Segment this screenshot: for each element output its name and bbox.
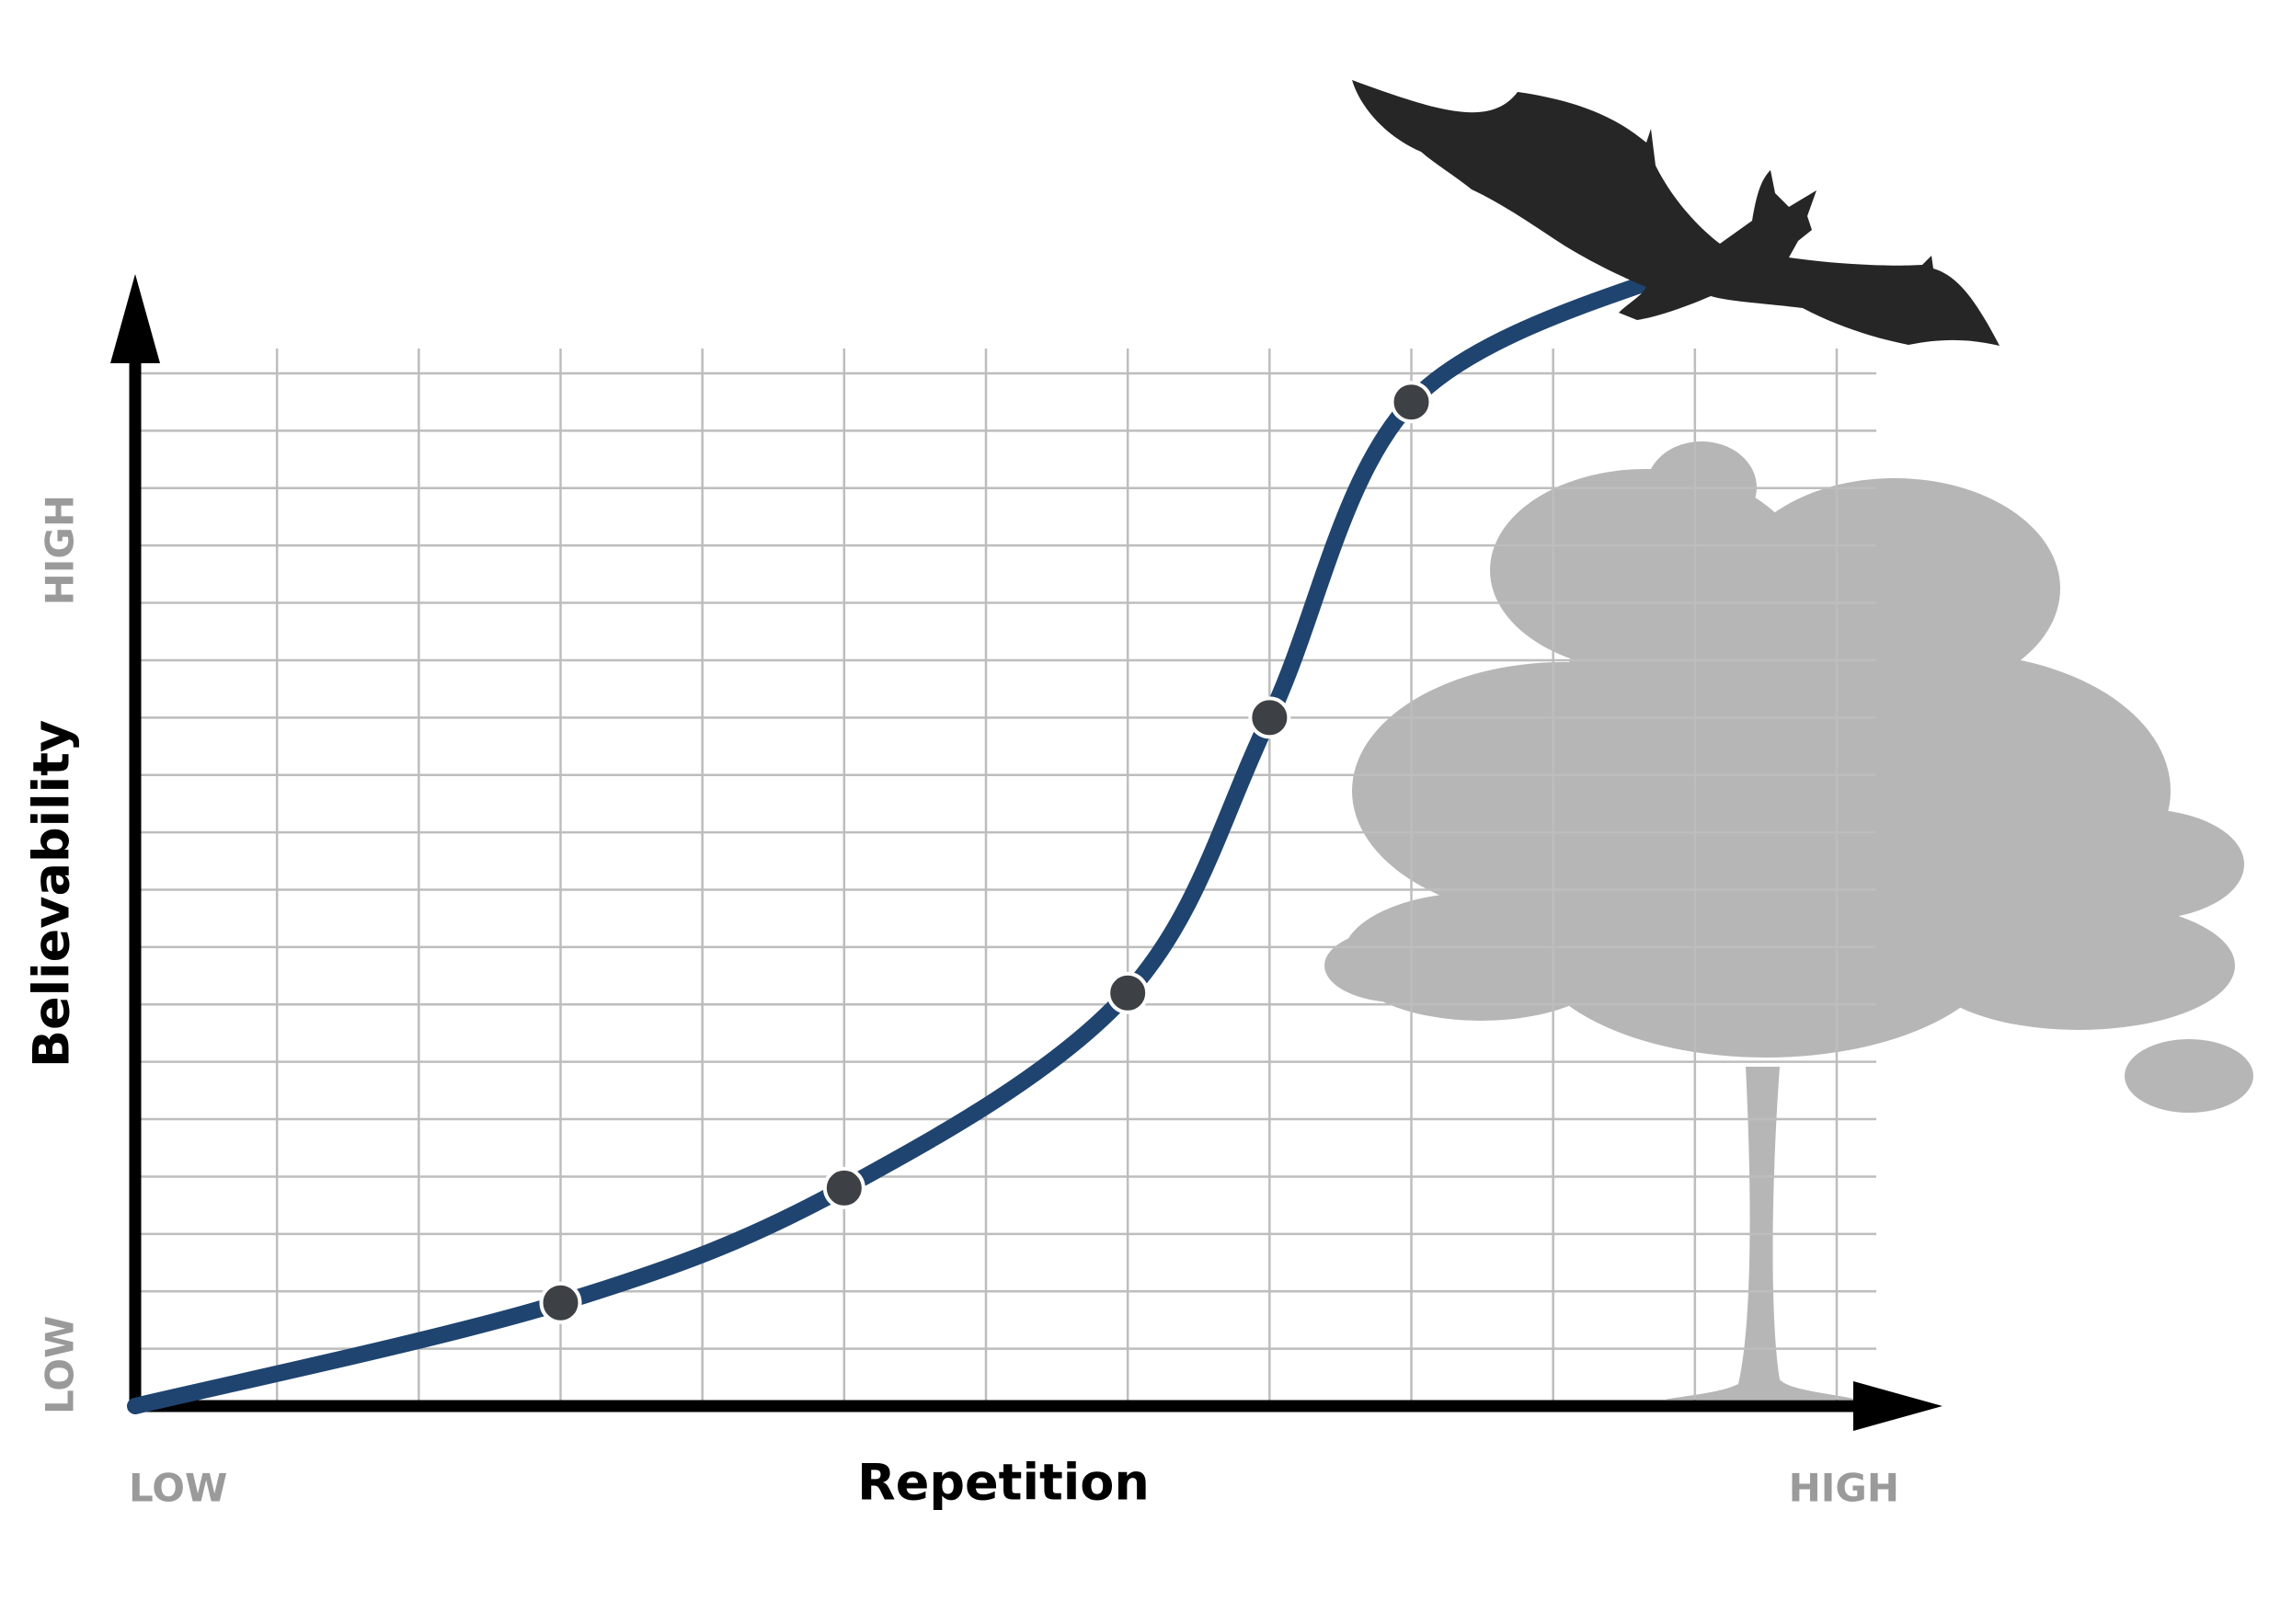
- point: [539, 1281, 582, 1324]
- x-low-label: LOW: [129, 1466, 227, 1511]
- y-low-label: LOW: [38, 1316, 83, 1414]
- point: [1106, 971, 1150, 1014]
- y-high-label: HIGH: [38, 495, 83, 605]
- point: [1390, 381, 1433, 424]
- y-axis-label: Believability: [23, 720, 81, 1068]
- axes: [110, 274, 1942, 1431]
- x-axis-arrow: [1853, 1381, 1942, 1431]
- x-high-label: HIGH: [1789, 1466, 1899, 1511]
- bat: [1352, 80, 2000, 346]
- x-axis-label: Repetition: [857, 1454, 1150, 1512]
- point: [822, 1166, 865, 1209]
- point: [1248, 696, 1291, 739]
- y-axis-arrow: [110, 274, 160, 363]
- tree: [1324, 441, 2253, 1400]
